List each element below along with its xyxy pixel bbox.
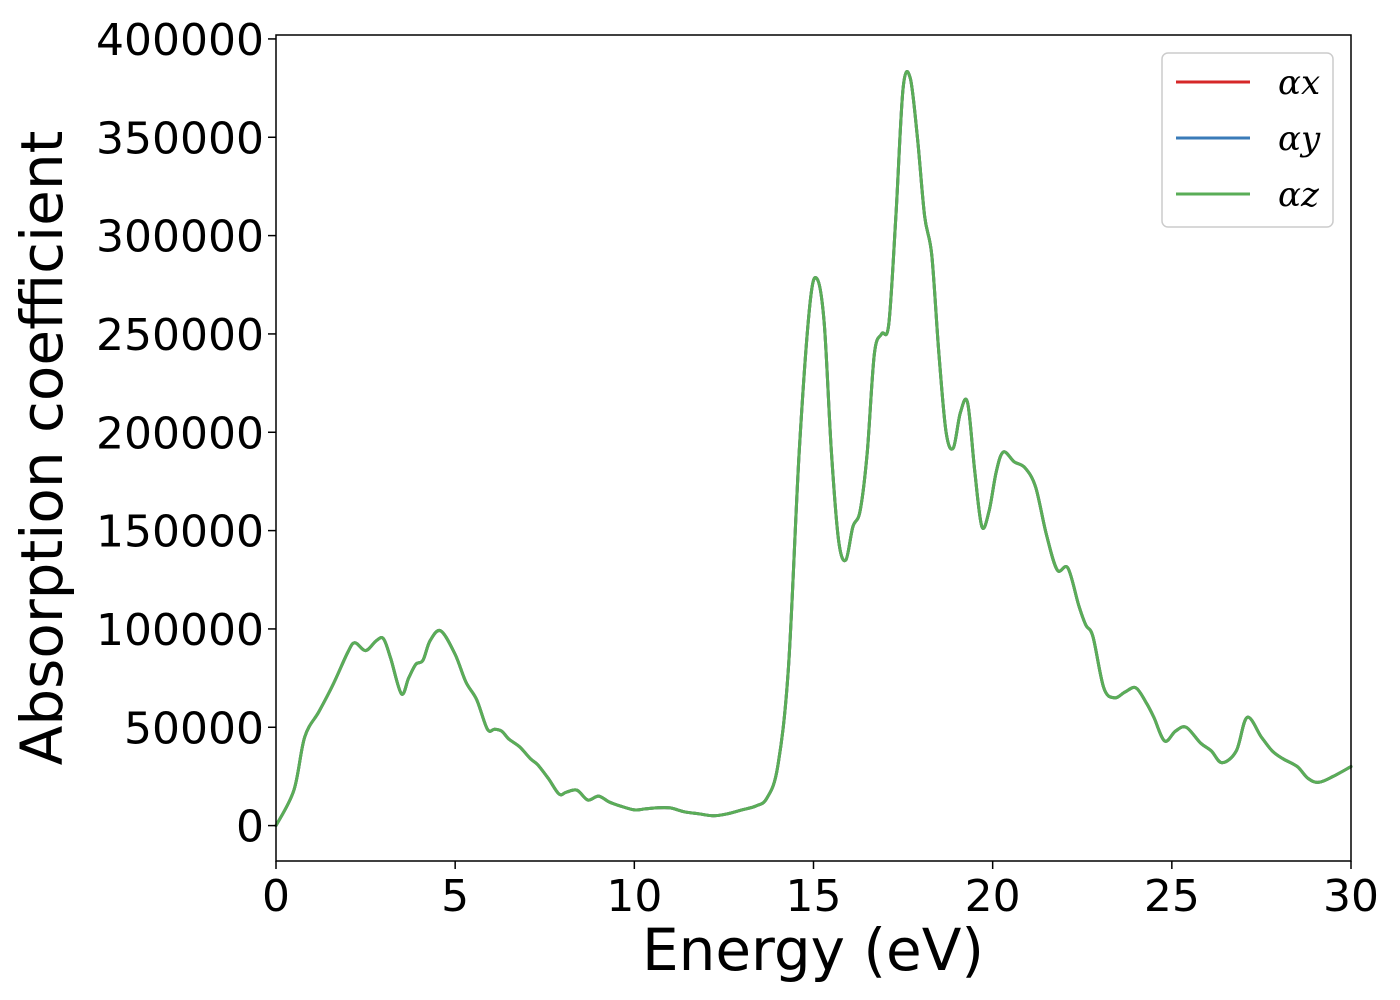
- y-axis-label: Absorption coefficient: [8, 131, 76, 766]
- y-tick-label: 50000: [124, 703, 264, 754]
- x-tick-label: 30: [1323, 871, 1379, 922]
- x-axis-label: Energy (eV): [642, 916, 984, 984]
- x-axis: 0 5 10 15 20 25 30: [262, 861, 1379, 922]
- legend-box: [1161, 52, 1334, 228]
- y-tick-label: 200000: [96, 408, 264, 459]
- x-tick-label: 0: [262, 871, 290, 922]
- y-tick-label: 300000: [96, 212, 264, 263]
- legend-label-1: αx: [1278, 63, 1320, 103]
- y-tick-label: 250000: [96, 310, 264, 361]
- x-tick-label: 25: [1144, 871, 1200, 922]
- legend-label-2: αy: [1278, 119, 1321, 159]
- y-tick-label: 100000: [96, 605, 264, 656]
- x-tick-label: 15: [786, 871, 842, 922]
- x-tick-label: 10: [606, 871, 662, 922]
- legend-label-3: αz: [1278, 175, 1320, 215]
- series-line-3: [274, 70, 1353, 828]
- x-tick-label: 5: [441, 871, 469, 922]
- y-tick-label: 350000: [96, 113, 264, 164]
- series-layer: [274, 70, 1353, 828]
- legend: αx αy αz: [1161, 52, 1334, 228]
- y-tick-label: 0: [236, 802, 264, 853]
- x-tick-label: 20: [965, 871, 1021, 922]
- y-tick-label: 150000: [96, 507, 264, 558]
- y-tick-label: 400000: [96, 15, 264, 66]
- y-axis: 0 50000 100000 150000 200000 250000 300000 3500…: [96, 15, 276, 853]
